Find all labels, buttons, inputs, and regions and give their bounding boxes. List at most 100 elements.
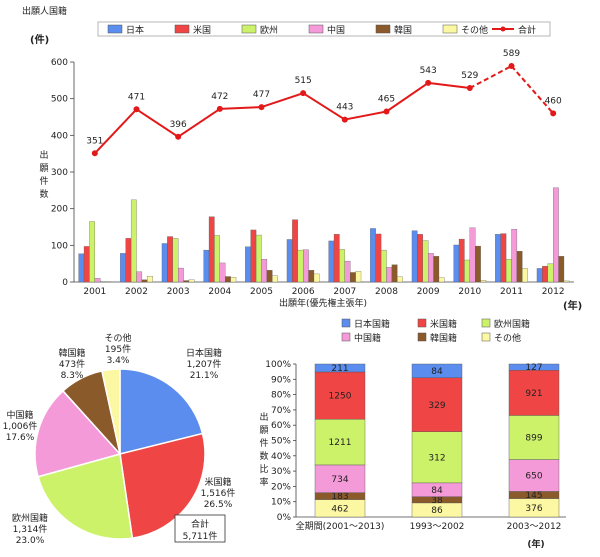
pie-label-name: 欧州国籍 <box>12 512 48 524</box>
chart1-bar-japan <box>286 239 293 283</box>
chart1-total-data-label: 472 <box>211 92 228 102</box>
chart1-bar-other <box>397 276 403 283</box>
chart1-x-tick-label: 2003 <box>167 287 190 297</box>
chart1-total-line-segment <box>302 92 346 121</box>
chart1-total-line-segment <box>94 108 138 154</box>
chart1-bar-china <box>511 229 518 283</box>
chart1-total-data-label: 351 <box>86 136 103 146</box>
chart1-legend-marker-total <box>500 26 506 32</box>
chart1-total-data-label: 589 <box>503 49 520 59</box>
chart1-y-tick-label: 100 <box>51 241 68 251</box>
chart1-y-tick-label: 0 <box>62 278 68 288</box>
chart1-bar-japan <box>120 253 126 283</box>
chart3-bar-segment-japan <box>411 363 463 378</box>
pie-label-pct: 21.1% <box>190 371 219 381</box>
chart1-total-line-segment <box>428 81 470 90</box>
chart1-bar-japan <box>203 249 210 283</box>
chart1-total-marker <box>550 110 557 117</box>
chart1-legend-swatch-china <box>308 24 324 34</box>
chart1-bar-china <box>219 262 226 283</box>
chart1-x-tick-label: 2007 <box>333 287 356 297</box>
chart1-bar-other <box>230 277 237 283</box>
chart1-y-label-char: 願 <box>39 163 48 174</box>
chart3-y-label-char: 比 <box>259 463 268 475</box>
chart1-total-marker <box>425 79 432 86</box>
chart1-bar-japan <box>328 240 335 283</box>
chart3-bar-segment-europe <box>411 431 463 484</box>
chart1-y-tick-label: 600 <box>51 58 68 68</box>
chart1-bar-china <box>136 271 143 283</box>
chart1-total-data-label: 477 <box>253 90 270 100</box>
pie-label-count: 473件 <box>59 358 85 370</box>
chart1-bar-japan <box>495 234 501 283</box>
chart1-bar-other <box>480 280 487 283</box>
chart1-legend-label-korea: 韓国 <box>394 25 412 36</box>
chart1-total-marker <box>216 105 223 112</box>
chart1-bar-china <box>386 267 393 283</box>
pie-label-name: 韓国籍 <box>58 347 85 359</box>
chart3-segment-label: 376 <box>525 504 542 514</box>
pie-label-pct: 23.0% <box>16 536 45 546</box>
pie-label-name: 日本国籍 <box>186 347 222 359</box>
chart1-legend-label-japan: 日本 <box>126 24 144 36</box>
chart3-y-tick-label: 20% <box>271 482 291 492</box>
chart1-bar-europe <box>422 240 429 283</box>
chart1-bar-china <box>261 259 268 283</box>
chart1-legend-swatch-us <box>174 24 190 34</box>
chart1-total-data-label: 396 <box>170 120 187 130</box>
chart3-segment-label: 183 <box>331 492 348 502</box>
chart3-legend-label-europe: 欧州国籍 <box>494 318 530 330</box>
chart3-y-label-char: 率 <box>259 476 268 488</box>
chart3-segment-label: 329 <box>428 401 445 411</box>
pie-label-count: 1,516件 <box>201 487 236 499</box>
chart1-bar-korea <box>516 251 523 283</box>
chart1-bar-korea <box>266 270 273 283</box>
pie-total-label: 合計 <box>191 518 209 530</box>
chart1-legend-box <box>97 21 551 37</box>
chart1-total-line-segment <box>344 110 387 121</box>
chart3-bar-segment-china <box>508 459 560 492</box>
chart3-y-tick-label: 40% <box>271 452 291 462</box>
chart1-bar-other <box>272 275 278 283</box>
chart3-y-tick-label: 0% <box>277 513 292 523</box>
chart1-x-tick-label: 2001 <box>83 287 106 297</box>
chart1-total-data-label: 443 <box>336 103 353 113</box>
chart3-legend-swatch-us <box>417 318 427 328</box>
chart1-y-tick-label: 200 <box>51 205 68 215</box>
chart3-y-tick-label: 30% <box>271 467 291 477</box>
chart3-segment-label: 899 <box>525 433 542 443</box>
chart1-bar-europe <box>339 249 345 283</box>
chart3-legend-swatch-china <box>341 332 351 342</box>
chart1-bar-other <box>188 279 195 283</box>
chart1-total-line-segment <box>219 106 262 110</box>
chart1-total-marker <box>175 133 182 140</box>
chart3-legend-label-other: その他 <box>494 332 521 344</box>
chart3-segment-label: 650 <box>525 471 542 481</box>
chart1-bar-china <box>428 253 434 283</box>
chart3-segment-label: 127 <box>525 363 542 373</box>
pie-label-count: 195件 <box>105 343 131 355</box>
chart1-total-line-segment <box>177 108 221 138</box>
chart1-bar-us <box>167 236 173 283</box>
pie-label-name: 中国籍 <box>6 409 33 421</box>
chart3-segment-label: 84 <box>431 367 443 377</box>
chart1-bar-japan <box>245 246 251 283</box>
chart1-bar-korea <box>433 256 440 283</box>
chart3-bar-segment-japan <box>314 363 366 373</box>
chart3-x-tick-label: 全期間(2001～2013) <box>296 520 385 532</box>
chart1-total-marker <box>508 63 515 70</box>
chart1-bar-korea <box>183 280 190 283</box>
chart1-total-data-label: 465 <box>378 95 395 105</box>
chart1-bar-korea <box>558 256 565 283</box>
chart3-bar-segment-europe <box>508 415 560 460</box>
chart3-bar-segment-us <box>411 377 463 432</box>
chart1-total-data-label: 460 <box>545 96 562 106</box>
chart1-total-line-segment <box>385 82 429 113</box>
chart1-total-marker <box>91 150 98 157</box>
pie-label-count: 1,006件 <box>3 420 38 432</box>
chart1-legend-label-other: その他 <box>461 24 488 36</box>
pie-total-value: 5,711件 <box>183 530 218 542</box>
chart1-bar-china <box>303 249 309 283</box>
chart1-bar-korea <box>475 245 481 283</box>
pie-label-count: 1,314件 <box>13 523 48 535</box>
